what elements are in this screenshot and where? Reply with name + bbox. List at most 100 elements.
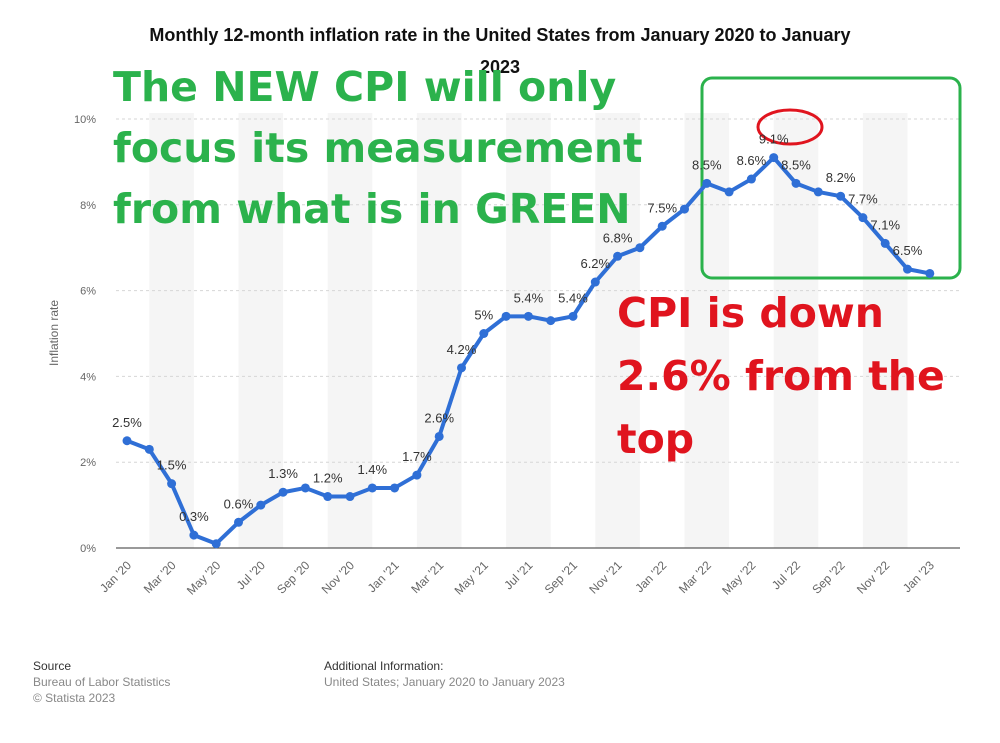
data-label: 7.7% [848, 192, 878, 207]
y-tick-label: 8% [80, 200, 96, 212]
green-highlight-box [700, 76, 962, 280]
data-label: 8.5% [781, 157, 811, 172]
x-tick-label: Jul '20 [234, 558, 268, 592]
red-highlight-circle [756, 108, 824, 146]
x-tick-label: Jan '22 [632, 558, 669, 595]
y-axis-label: Inflation rate [47, 300, 61, 366]
column-band [416, 113, 462, 548]
data-label: 7.1% [870, 217, 900, 232]
data-point[interactable] [769, 153, 779, 163]
red-annotation-line-1: CPI is down [617, 289, 884, 337]
data-point[interactable] [300, 483, 310, 493]
data-point[interactable] [568, 311, 578, 321]
data-label: 2.5% [112, 415, 142, 430]
x-tick-label: Jan '23 [900, 558, 937, 595]
source-heading: Source [33, 659, 72, 673]
data-label: 1.4% [357, 462, 387, 477]
data-point[interactable] [367, 483, 377, 493]
green-annotation-line-3: from what is in GREEN [113, 185, 631, 233]
data-point[interactable] [880, 238, 890, 248]
data-point[interactable] [613, 251, 623, 261]
additional-info-text: United States; January 2020 to January 2… [324, 675, 565, 689]
data-point[interactable] [724, 187, 734, 197]
grid-lines [116, 118, 960, 549]
data-label: 8.2% [826, 170, 856, 185]
data-point[interactable] [189, 530, 199, 540]
data-label: 5.4% [558, 290, 588, 305]
data-point[interactable] [278, 487, 288, 497]
chart-title: Monthly 12-month inflation rate in the U… [149, 25, 850, 45]
data-point[interactable] [479, 329, 489, 338]
data-point[interactable] [903, 264, 912, 274]
x-tick-label: Nov '22 [854, 558, 893, 597]
data-point[interactable] [702, 178, 712, 188]
green-annotation: The NEW CPI will only focus its measurem… [113, 63, 643, 233]
data-point[interactable] [590, 277, 600, 287]
data-point[interactable] [791, 178, 801, 188]
data-point[interactable] [211, 539, 221, 549]
additional-info-heading: Additional Information: [324, 659, 444, 673]
data-point[interactable] [122, 436, 132, 446]
source-block: Source Bureau of Labor Statistics © Stat… [33, 658, 170, 706]
data-point[interactable] [457, 363, 466, 373]
copyright: © Statista 2023 [33, 691, 116, 705]
data-label: 8.5% [692, 157, 722, 172]
data-label: 2.6% [424, 410, 454, 425]
column-band [506, 113, 551, 548]
data-point[interactable] [390, 483, 400, 493]
column-band [862, 113, 908, 548]
x-tick-label: Jul '21 [501, 558, 535, 592]
data-point[interactable] [546, 316, 556, 326]
x-tick-label: Mar '21 [408, 558, 446, 596]
data-label: 5.4% [514, 290, 544, 305]
green-annotation-line-2: focus its measurement [113, 124, 643, 172]
x-tick-label: Nov '20 [319, 558, 358, 597]
data-point[interactable] [746, 174, 756, 184]
source-link[interactable]: Bureau of Labor Statistics [33, 675, 171, 689]
data-point[interactable] [925, 268, 935, 278]
y-tick-label: 0% [80, 543, 96, 555]
data-point[interactable] [635, 243, 645, 253]
x-tick-label: Jan '21 [365, 558, 402, 595]
data-label: 1.3% [268, 466, 298, 481]
red-annotation-line-3: top [617, 415, 694, 463]
data-point[interactable] [836, 191, 846, 201]
data-label: 0.6% [224, 496, 254, 511]
data-label: 1.2% [313, 471, 343, 486]
red-annotation-line-2: 2.6% from the [617, 352, 945, 400]
data-point[interactable] [434, 431, 444, 441]
x-tick-label: May '20 [184, 558, 224, 598]
series-inflation [122, 153, 935, 549]
data-label: 6.8% [603, 230, 633, 245]
x-tick-label: Mar '20 [141, 558, 179, 596]
x-tick-label: Mar '22 [676, 558, 714, 596]
data-point[interactable] [680, 204, 689, 214]
column-band [327, 113, 373, 548]
data-point[interactable] [167, 479, 177, 489]
data-label: 1.7% [402, 449, 432, 464]
data-point[interactable] [657, 221, 667, 231]
data-point[interactable] [523, 311, 533, 321]
data-point[interactable] [234, 517, 243, 527]
data-label: 0.3% [179, 509, 209, 524]
x-tick-label: Sep '22 [809, 558, 848, 597]
data-label: 5% [474, 308, 493, 323]
data-point[interactable] [412, 470, 422, 480]
additional-info-block: Additional Information: United States; J… [324, 658, 565, 690]
data-point[interactable] [323, 492, 333, 502]
green-annotation-line-1: The NEW CPI will only [113, 63, 616, 111]
column-band [238, 113, 284, 548]
data-point[interactable] [345, 492, 355, 502]
x-tick-label: Jan '20 [97, 558, 134, 595]
data-label: 7.5% [647, 200, 677, 215]
x-tick-label: Sep '21 [542, 558, 581, 597]
y-tick-label: 10% [74, 114, 96, 126]
data-label: 6.5% [893, 243, 923, 258]
data-point[interactable] [144, 444, 154, 454]
data-point[interactable] [858, 213, 868, 223]
data-point[interactable] [813, 187, 823, 197]
data-point[interactable] [256, 500, 266, 510]
data-label: 1.5% [157, 458, 187, 473]
data-point[interactable] [501, 311, 511, 321]
